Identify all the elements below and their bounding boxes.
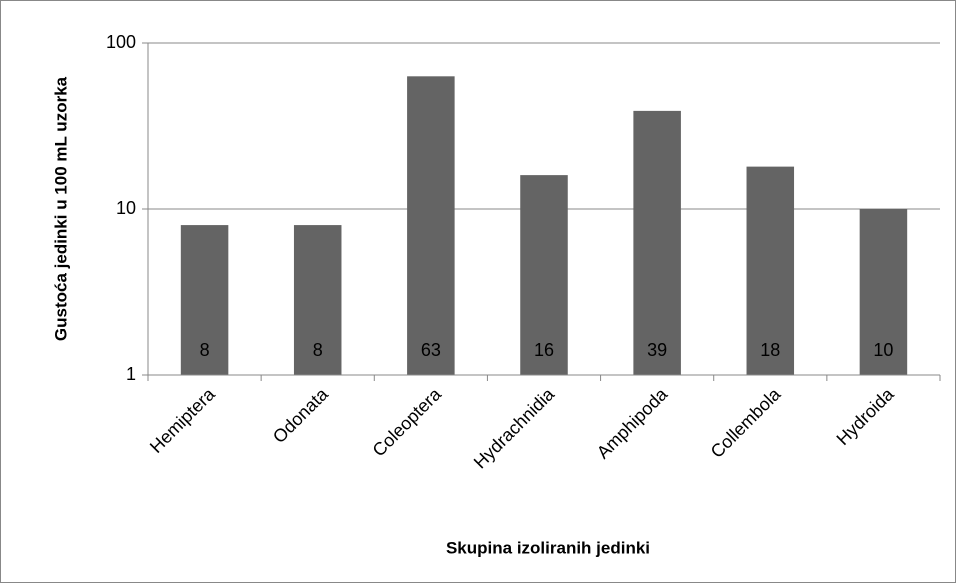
y-tick-label: 10 (116, 198, 136, 218)
y-axis-title: Gustoća jedinki u 100 mL uzorka (51, 76, 70, 341)
bar (633, 110, 681, 376)
y-tick-label: 100 (106, 32, 136, 52)
bar (293, 225, 342, 375)
bar (859, 209, 908, 375)
value-label: 39 (647, 340, 667, 360)
value-label: 8 (313, 340, 323, 360)
value-label: 16 (534, 340, 554, 360)
bar (180, 225, 229, 375)
bar (746, 166, 795, 375)
x-axis-title: Skupina izoliranih jedinki (446, 538, 650, 557)
bar (407, 76, 455, 375)
bar (520, 175, 568, 375)
value-label: 10 (873, 340, 893, 360)
value-label: 8 (200, 340, 210, 360)
value-label: 63 (421, 340, 441, 360)
value-label: 18 (760, 340, 780, 360)
y-tick-label: 1 (126, 364, 136, 384)
